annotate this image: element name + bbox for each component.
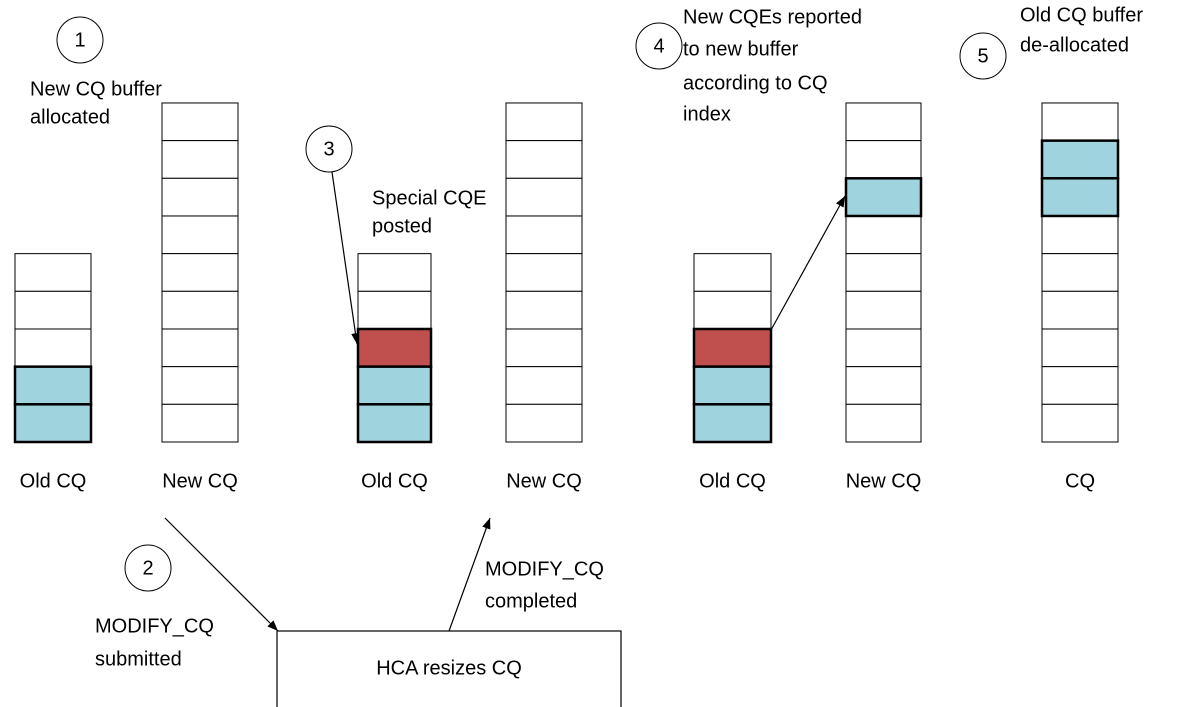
step-circle bbox=[124, 544, 172, 592]
cell bbox=[693, 290, 772, 330]
step-text: according to CQ bbox=[683, 72, 828, 94]
step-number: 3 bbox=[323, 138, 334, 160]
step-number: 2 bbox=[142, 557, 153, 579]
cell bbox=[161, 140, 239, 179]
completed-label: completed bbox=[485, 590, 577, 612]
step-number: 4 bbox=[653, 35, 664, 57]
cell-filled bbox=[1040, 177, 1120, 218]
cell-filled bbox=[356, 403, 433, 444]
step-text: MODIFY_CQ bbox=[95, 615, 214, 637]
step-text: to new buffer bbox=[683, 38, 799, 60]
cell-filled bbox=[1040, 139, 1120, 180]
cell bbox=[161, 328, 239, 368]
stack-label: Old CQ bbox=[361, 470, 428, 492]
cell bbox=[505, 215, 583, 255]
cell bbox=[161, 215, 239, 255]
cell bbox=[1041, 328, 1119, 368]
cell bbox=[1041, 403, 1119, 443]
stack-label: New CQ bbox=[846, 470, 922, 492]
cell bbox=[845, 102, 922, 142]
step-circle bbox=[305, 125, 353, 173]
cell bbox=[161, 177, 239, 217]
cell bbox=[161, 102, 239, 142]
arrow bbox=[164, 517, 279, 632]
arrow bbox=[331, 171, 360, 345]
cell bbox=[161, 366, 239, 405]
cell bbox=[357, 253, 432, 292]
cell-filled bbox=[356, 365, 433, 406]
box-label: HCA resizes CQ bbox=[376, 657, 522, 679]
cell-filled bbox=[692, 365, 773, 406]
cell-filled bbox=[692, 327, 773, 368]
cell bbox=[1041, 102, 1119, 142]
step-circle bbox=[959, 32, 1007, 80]
cell bbox=[505, 366, 583, 405]
cell bbox=[161, 290, 239, 330]
stack-label: Old CQ bbox=[20, 470, 87, 492]
cell bbox=[14, 253, 92, 292]
cell bbox=[845, 290, 922, 330]
cell bbox=[505, 177, 583, 217]
step-text: allocated bbox=[30, 106, 110, 128]
step-text: New CQ buffer bbox=[30, 78, 162, 100]
step-circle bbox=[635, 22, 683, 70]
cell bbox=[845, 140, 922, 179]
step-text: de-allocated bbox=[1020, 34, 1129, 56]
step-text: New CQEs reported bbox=[683, 6, 862, 28]
cell bbox=[14, 290, 92, 330]
step-number: 1 bbox=[74, 29, 85, 51]
cell bbox=[357, 290, 432, 330]
completed-label: MODIFY_CQ bbox=[485, 558, 604, 580]
cell bbox=[1041, 253, 1119, 292]
cell-filled bbox=[844, 177, 923, 218]
cell bbox=[845, 215, 922, 255]
stack-label: CQ bbox=[1065, 470, 1095, 492]
hca-box bbox=[276, 630, 622, 707]
cell bbox=[1041, 290, 1119, 330]
stack-label: New CQ bbox=[162, 470, 238, 492]
cell bbox=[14, 328, 92, 368]
step-text: index bbox=[683, 103, 731, 125]
cell bbox=[845, 366, 922, 405]
cell-filled bbox=[13, 365, 93, 406]
step-text: posted bbox=[372, 215, 432, 237]
cell bbox=[1041, 215, 1119, 255]
cell bbox=[505, 253, 583, 292]
cell bbox=[1041, 366, 1119, 405]
cell bbox=[505, 328, 583, 368]
cell bbox=[161, 253, 239, 292]
cell-filled bbox=[13, 403, 93, 444]
cell bbox=[505, 102, 583, 142]
cell bbox=[505, 290, 583, 330]
arrow bbox=[770, 195, 846, 331]
step-text: Special CQE bbox=[372, 187, 487, 209]
cell bbox=[505, 403, 583, 443]
cell bbox=[161, 403, 239, 443]
step-text: Old CQ buffer bbox=[1020, 4, 1143, 26]
cell-filled bbox=[692, 403, 773, 444]
stack-label: New CQ bbox=[506, 470, 582, 492]
cell bbox=[505, 140, 583, 179]
step-text: submitted bbox=[95, 648, 182, 670]
step-circle bbox=[56, 16, 104, 64]
arrow bbox=[448, 517, 491, 632]
stack-label: Old CQ bbox=[699, 470, 766, 492]
cell bbox=[845, 328, 922, 368]
cell bbox=[845, 403, 922, 443]
cell bbox=[845, 253, 922, 292]
cell-filled bbox=[356, 327, 433, 368]
step-number: 5 bbox=[977, 45, 988, 67]
cell bbox=[693, 253, 772, 292]
